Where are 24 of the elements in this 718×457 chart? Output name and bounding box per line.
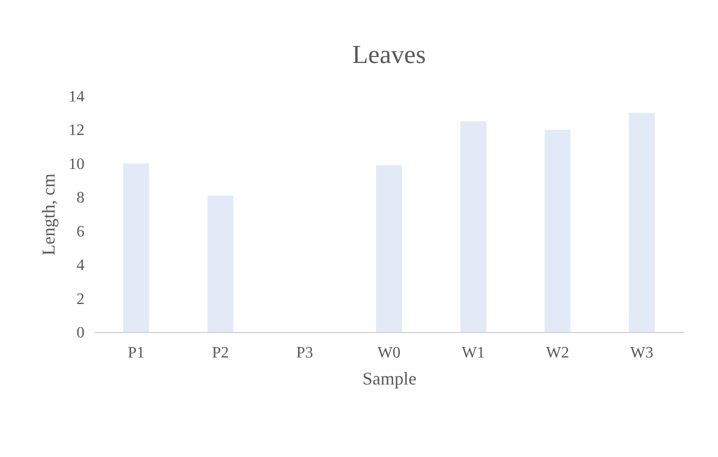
x-tick-label: W0 (377, 344, 401, 362)
bar (460, 121, 486, 332)
bar (544, 130, 571, 332)
x-tick-label: W1 (462, 344, 485, 362)
bar (376, 165, 402, 332)
y-axis-title: Length, cm (38, 174, 58, 256)
x-tick-label: P3 (296, 344, 314, 362)
bar (207, 195, 234, 332)
y-tick-label: 6 (76, 223, 84, 240)
bar (123, 163, 150, 332)
y-tick-label: 4 (76, 257, 84, 274)
y-tick-label: 14 (68, 88, 84, 106)
x-axis-title: Sample (362, 368, 416, 388)
x-tick-label: W2 (546, 344, 570, 362)
y-tick-label: 8 (76, 190, 84, 207)
y-tick-label: 10 (68, 156, 84, 173)
y-tick-label: 12 (68, 122, 84, 140)
x-tick-label: W3 (630, 344, 654, 362)
x-tick-label: P2 (212, 344, 229, 362)
bar (628, 112, 655, 332)
y-tick-label: 2 (76, 290, 84, 308)
x-tick-label: P1 (128, 344, 145, 362)
y-tick-label: 0 (76, 324, 84, 342)
chart-title: Leaves (352, 40, 426, 69)
